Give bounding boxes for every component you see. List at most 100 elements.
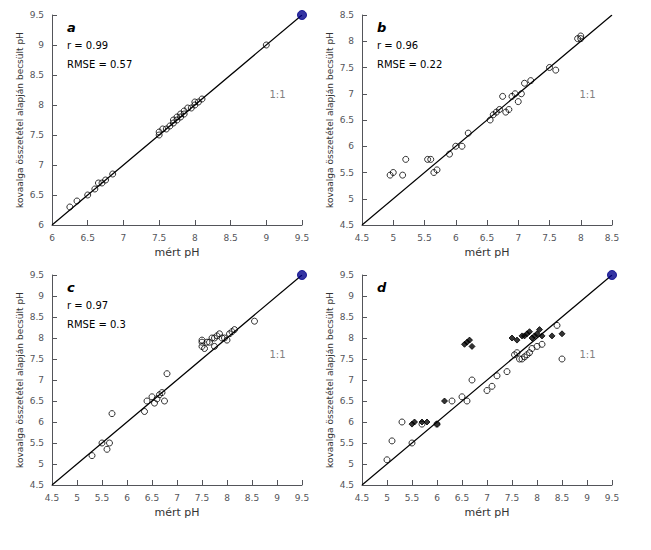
svg-text:5: 5 [38, 459, 44, 469]
svg-text:mért pH: mért pH [154, 246, 199, 259]
svg-text:kovaalga összetétel alapján be: kovaalga összetétel alapján becsült pH [325, 32, 335, 208]
svg-text:9.5: 9.5 [295, 233, 309, 243]
svg-text:b: b [377, 20, 386, 35]
svg-text:9.5: 9.5 [30, 270, 44, 280]
svg-text:8.5: 8.5 [30, 312, 44, 322]
svg-text:1:1: 1:1 [270, 349, 286, 360]
svg-text:4.5: 4.5 [355, 233, 369, 243]
svg-text:9: 9 [348, 291, 354, 301]
svg-text:1:1: 1:1 [270, 89, 286, 100]
svg-text:8: 8 [348, 36, 354, 46]
svg-text:6: 6 [38, 417, 44, 427]
svg-text:9.5: 9.5 [605, 493, 619, 503]
svg-text:8: 8 [224, 493, 230, 503]
svg-text:8.5: 8.5 [30, 70, 44, 80]
svg-text:8: 8 [578, 233, 584, 243]
svg-text:8: 8 [348, 333, 354, 343]
svg-text:9: 9 [38, 291, 44, 301]
svg-text:5: 5 [348, 459, 354, 469]
svg-text:6: 6 [38, 220, 44, 230]
svg-text:9: 9 [274, 493, 280, 503]
svg-text:kovaalga összetétel alapján be: kovaalga összetétel alapján becsült pH [325, 292, 335, 468]
svg-text:a: a [67, 20, 76, 35]
svg-text:c: c [67, 280, 75, 295]
svg-text:7.5: 7.5 [542, 233, 556, 243]
svg-text:6.5: 6.5 [455, 493, 469, 503]
svg-text:mért pH: mért pH [464, 506, 509, 519]
svg-text:6.5: 6.5 [30, 396, 44, 406]
svg-text:r = 0.97: r = 0.97 [67, 300, 108, 311]
svg-text:mért pH: mért pH [154, 506, 199, 519]
svg-text:7: 7 [348, 375, 354, 385]
svg-text:4.5: 4.5 [340, 480, 354, 490]
svg-text:5.5: 5.5 [340, 168, 354, 178]
svg-text:7: 7 [174, 493, 180, 503]
svg-text:9.5: 9.5 [295, 493, 309, 503]
svg-text:r = 0.99: r = 0.99 [67, 40, 108, 51]
svg-text:6: 6 [124, 493, 130, 503]
svg-text:4.5: 4.5 [340, 220, 354, 230]
svg-text:6: 6 [348, 141, 354, 151]
svg-text:5.5: 5.5 [340, 438, 354, 448]
svg-text:8: 8 [38, 333, 44, 343]
svg-text:5: 5 [348, 194, 354, 204]
svg-text:6.5: 6.5 [340, 115, 354, 125]
svg-text:5: 5 [390, 233, 396, 243]
svg-text:7: 7 [38, 160, 44, 170]
svg-text:6: 6 [49, 233, 55, 243]
svg-text:7: 7 [484, 493, 490, 503]
svg-text:5.5: 5.5 [30, 438, 44, 448]
svg-text:5: 5 [74, 493, 80, 503]
svg-text:4.5: 4.5 [45, 493, 59, 503]
svg-text:7.5: 7.5 [195, 493, 209, 503]
svg-text:6.5: 6.5 [480, 233, 494, 243]
svg-text:9: 9 [38, 40, 44, 50]
svg-text:5.5: 5.5 [417, 233, 431, 243]
svg-text:8.5: 8.5 [555, 493, 569, 503]
svg-text:7: 7 [121, 233, 127, 243]
svg-text:RMSE = 0.22: RMSE = 0.22 [377, 59, 442, 70]
svg-text:6.5: 6.5 [30, 190, 44, 200]
svg-text:8.5: 8.5 [340, 10, 354, 20]
svg-text:1:1: 1:1 [580, 349, 596, 360]
svg-text:4.5: 4.5 [355, 493, 369, 503]
svg-text:6.5: 6.5 [145, 493, 159, 503]
svg-text:8.5: 8.5 [223, 233, 237, 243]
svg-text:5.5: 5.5 [95, 493, 109, 503]
svg-text:6.5: 6.5 [81, 233, 95, 243]
svg-text:kovaalga összetétel alapján be: kovaalga összetétel alapján becsült pH [15, 32, 25, 208]
svg-text:6: 6 [434, 493, 440, 503]
svg-text:d: d [377, 280, 387, 295]
svg-text:9: 9 [263, 233, 269, 243]
svg-text:7: 7 [38, 375, 44, 385]
svg-text:r = 0.96: r = 0.96 [377, 40, 418, 51]
svg-text:6: 6 [348, 417, 354, 427]
svg-text:8: 8 [192, 233, 198, 243]
svg-text:7.5: 7.5 [152, 233, 166, 243]
svg-text:6: 6 [453, 233, 459, 243]
svg-text:7.5: 7.5 [340, 63, 354, 73]
svg-text:RMSE = 0.57: RMSE = 0.57 [67, 59, 132, 70]
svg-text:8.5: 8.5 [245, 493, 259, 503]
svg-text:7: 7 [348, 89, 354, 99]
svg-text:4.5: 4.5 [30, 480, 44, 490]
svg-text:kovaalga összetétel alapján be: kovaalga összetétel alapján becsült pH [15, 292, 25, 468]
svg-text:8.5: 8.5 [340, 312, 354, 322]
svg-text:8: 8 [38, 100, 44, 110]
svg-text:1:1: 1:1 [580, 89, 596, 100]
svg-text:mért pH: mért pH [464, 246, 509, 259]
svg-text:7.5: 7.5 [340, 354, 354, 364]
svg-text:5.5: 5.5 [405, 493, 419, 503]
svg-text:9: 9 [584, 493, 590, 503]
svg-text:8: 8 [534, 493, 540, 503]
svg-text:7.5: 7.5 [30, 354, 44, 364]
svg-text:7.5: 7.5 [505, 493, 519, 503]
svg-text:RMSE = 0.3: RMSE = 0.3 [67, 319, 126, 330]
svg-text:8.5: 8.5 [605, 233, 619, 243]
svg-text:9.5: 9.5 [30, 10, 44, 20]
svg-text:7.5: 7.5 [30, 130, 44, 140]
svg-text:6.5: 6.5 [340, 396, 354, 406]
svg-text:9.5: 9.5 [340, 270, 354, 280]
svg-text:5: 5 [384, 493, 390, 503]
svg-text:7: 7 [515, 233, 521, 243]
